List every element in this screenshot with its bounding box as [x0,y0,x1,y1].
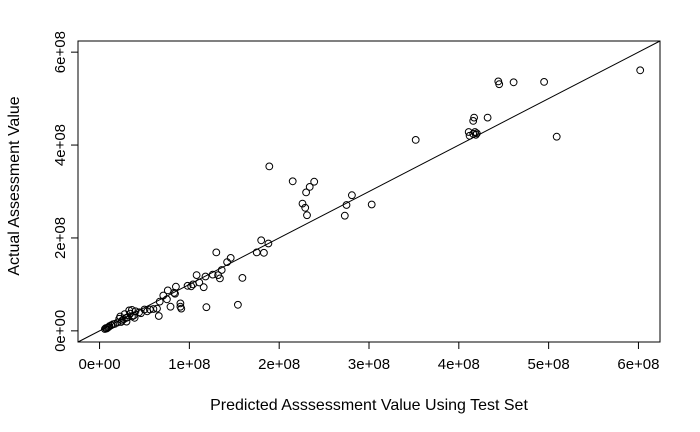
data-point [348,191,356,200]
x-tick-label: 2e+08 [258,356,300,373]
data-point [208,270,217,279]
y-tick-label: 4e+08 [52,124,69,166]
data-point [154,312,163,320]
data-point [105,322,114,331]
data-point [367,200,376,209]
x-tick-label: 3e+08 [348,356,390,373]
data-point [252,248,261,257]
data-point [509,78,518,87]
data-point [264,239,273,248]
data-point [483,113,492,122]
data-point [216,274,224,283]
y-tick-label: 2e+08 [52,217,69,259]
data-point [470,113,479,122]
data-point [187,282,196,291]
x-tick-label: 0e+00 [78,356,120,373]
data-point [125,306,134,315]
data-point [340,211,349,220]
data-point [115,314,124,323]
data-point [469,117,478,125]
data-point [310,177,319,186]
data-point [552,132,561,141]
data-point [301,203,310,212]
data-point [199,283,208,292]
data-point [122,317,131,326]
data-point [238,274,247,282]
data-point [163,286,172,295]
data-point [183,281,192,290]
reference-line-group [77,40,661,343]
data-point [217,266,226,274]
data-point [288,177,297,186]
data-point [411,136,420,144]
x-tick-label: 4e+08 [438,356,480,373]
data-point [234,300,242,309]
data-point [302,188,311,197]
data-point [192,271,201,280]
data-point [166,302,175,311]
y-tick-label: 6e+08 [52,31,69,73]
data-point [257,236,266,245]
y-axis: 0e+00 2e+08 4e+08 6e+08 [52,31,79,352]
data-point [155,297,164,306]
data-point [305,183,314,191]
x-tick-label: 1e+08 [168,356,210,373]
data-point [130,313,139,322]
data-point [472,130,480,139]
x-axis-title: Predicted Asssessment Value Using Test S… [210,397,528,414]
reference-line [77,40,661,343]
data-point [171,289,179,298]
data-point [177,304,186,313]
y-axis-title: Actual Assessment Value [6,96,23,275]
data-point [176,299,185,308]
data-point [298,199,307,208]
data-point [212,248,221,257]
x-axis: 0e+00 1e+08 2e+08 3e+08 4e+08 5e+08 6e+08 [78,341,660,373]
data-point [540,78,548,86]
data-point [226,254,235,262]
data-point [472,129,481,138]
data-points [101,66,645,333]
y-tick-label: 0e+00 [52,310,69,352]
data-point [189,280,197,289]
data-point [159,291,168,300]
data-point [265,162,274,171]
x-tick-label: 6e+08 [617,356,659,373]
data-point [202,303,211,312]
data-point [303,211,311,220]
data-point [260,248,268,257]
data-point [223,258,232,267]
x-tick-label: 5e+08 [528,356,570,373]
data-point [636,66,645,75]
data-point [464,128,473,136]
data-point [201,272,210,281]
data-point [342,201,351,209]
data-point [495,80,504,89]
